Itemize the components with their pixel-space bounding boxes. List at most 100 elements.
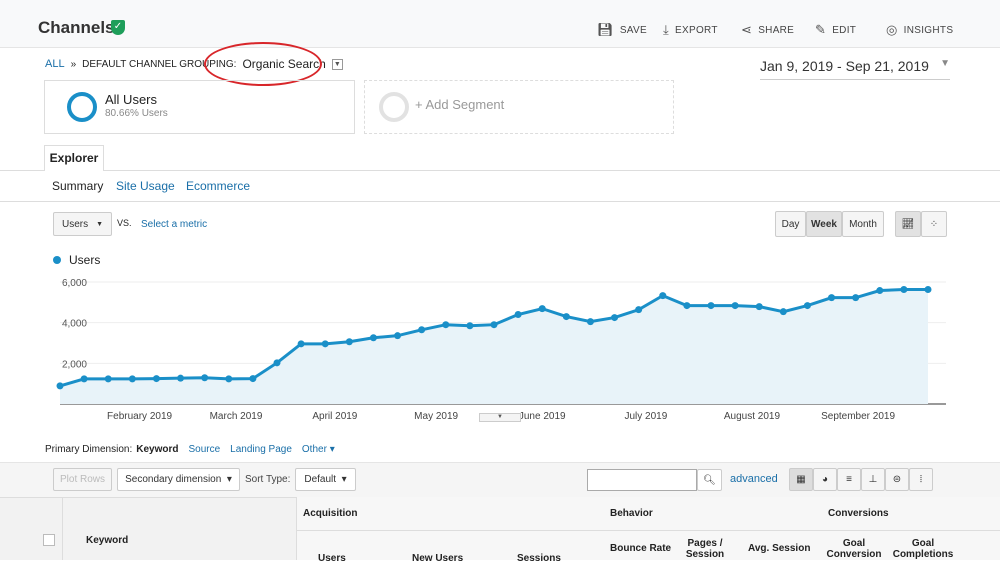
chart-legend: Users: [53, 253, 100, 267]
edit-button[interactable]: ✎ EDIT: [815, 22, 857, 37]
share-button[interactable]: ⋖ SHARE: [741, 22, 795, 37]
col-avg-session[interactable]: Avg. Session: [748, 543, 811, 554]
y-tick-label: 6,000: [62, 278, 87, 289]
x-tick-label: August 2019: [724, 411, 781, 422]
col-goal-conversion[interactable]: Goal Conversion: [826, 538, 882, 560]
col-bounce-rate[interactable]: Bounce Rate: [610, 543, 672, 554]
table-search-input[interactable]: [587, 469, 697, 491]
data-point: [394, 332, 402, 340]
period-day[interactable]: Day: [775, 211, 806, 237]
select-all-checkbox[interactable]: [43, 534, 55, 546]
col-goal-completions[interactable]: Goal Completions: [892, 538, 954, 560]
data-point: [659, 292, 667, 300]
dimension-other[interactable]: Other ▾: [301, 444, 335, 455]
y-tick-label: 4,000: [62, 319, 87, 330]
add-segment-button[interactable]: + Add Segment: [364, 80, 674, 134]
x-tick-label: March 2019: [210, 411, 263, 422]
col-users[interactable]: Users: [318, 553, 346, 564]
term-cloud-icon[interactable]: ⊜: [885, 468, 909, 491]
data-point: [418, 326, 426, 334]
pie-view-icon[interactable]: ◕: [813, 468, 837, 491]
performance-view-icon[interactable]: ≡: [837, 468, 861, 491]
data-point: [538, 305, 546, 313]
empty-segment-icon: [379, 92, 409, 122]
data-point: [80, 375, 88, 383]
period-week[interactable]: Week: [806, 211, 842, 237]
highlight-circle-annotation: [204, 42, 322, 86]
search-icon[interactable]: 🔍︎: [697, 469, 722, 491]
data-point: [104, 375, 112, 383]
table-view-icon[interactable]: ▦: [789, 468, 813, 491]
data-point: [201, 374, 209, 382]
data-point: [611, 314, 619, 322]
data-point: [273, 359, 281, 367]
page-title: Channels: [38, 18, 115, 37]
sort-type-select[interactable]: Default ▾: [295, 468, 356, 491]
data-point: [924, 286, 932, 294]
data-point: [490, 321, 498, 329]
data-point: [369, 334, 377, 342]
series-area: [60, 289, 928, 404]
period-month[interactable]: Month: [842, 211, 884, 237]
legend-dot-icon: [53, 256, 61, 264]
period-toggle: Day Week Month: [775, 211, 884, 237]
export-icon: ⤓: [663, 22, 670, 37]
x-tick-label: February 2019: [107, 411, 172, 422]
x-tick-label: September 2019: [821, 411, 895, 422]
verified-shield-icon: ✓: [111, 20, 125, 35]
col-sessions[interactable]: Sessions: [517, 553, 561, 564]
select-metric-link[interactable]: Select a metric: [141, 219, 208, 230]
data-point: [345, 338, 353, 346]
breadcrumb-all-link[interactable]: ALL: [45, 58, 65, 70]
data-point: [586, 318, 594, 326]
col-new-users[interactable]: New Users: [412, 553, 464, 564]
motion-chart-icon[interactable]: ⁘: [921, 211, 947, 237]
save-icon: 💾︎: [597, 22, 614, 37]
data-point: [321, 340, 329, 348]
data-point: [635, 306, 643, 314]
export-button[interactable]: ⤓ EXPORT: [663, 22, 718, 37]
data-point: [249, 375, 257, 383]
data-point: [779, 308, 787, 316]
metric-select[interactable]: Users ▼: [53, 212, 112, 236]
insights-button[interactable]: ◎ INSIGHTS: [886, 22, 954, 37]
share-icon: ⋖: [741, 22, 753, 37]
advanced-link[interactable]: advanced: [730, 473, 778, 485]
save-button[interactable]: 💾︎ SAVE: [597, 22, 647, 37]
secondary-dimension-select[interactable]: Secondary dimension ▾: [117, 468, 240, 491]
segment-all-users[interactable]: All Users 80.66% Users: [44, 80, 355, 134]
date-range-picker[interactable]: Jan 9, 2019 - Sep 21, 2019 ▼: [760, 58, 950, 80]
col-pages-session[interactable]: Pages / Session: [685, 538, 725, 560]
data-point: [177, 374, 185, 382]
x-tick-label: April 2019: [312, 411, 357, 422]
channel-dropdown[interactable]: ▼: [331, 58, 343, 70]
data-point: [56, 382, 64, 390]
edit-icon: ✎: [815, 22, 827, 37]
primary-dimension: Primary Dimension: Keyword Source Landin…: [45, 444, 335, 455]
data-point: [152, 375, 160, 383]
tab-explorer[interactable]: Explorer: [44, 145, 104, 171]
dimension-landing-page[interactable]: Landing Page: [230, 444, 292, 455]
data-point: [128, 375, 136, 383]
x-tick-label: July 2019: [624, 411, 667, 422]
data-point: [731, 302, 739, 310]
data-point: [466, 322, 474, 330]
data-point: [852, 294, 860, 302]
y-tick-label: 2,000: [62, 359, 87, 370]
data-point: [900, 286, 908, 294]
data-point: [707, 302, 715, 310]
subtab-summary[interactable]: Summary: [52, 179, 104, 193]
comparison-view-icon[interactable]: ⊥: [861, 468, 885, 491]
keyword-column-header[interactable]: Keyword: [86, 535, 129, 546]
dimension-source[interactable]: Source: [188, 444, 221, 455]
pivot-view-icon[interactable]: ⦙: [909, 468, 933, 491]
subtab-ecommerce[interactable]: Ecommerce: [186, 179, 251, 193]
chart-resize-handle[interactable]: ▼: [479, 413, 521, 422]
subtab-site-usage[interactable]: Site Usage: [116, 179, 175, 193]
dimension-keyword[interactable]: Keyword: [136, 444, 179, 455]
data-point: [514, 311, 522, 319]
report-header: [0, 0, 1000, 48]
x-tick-label: May 2019: [414, 411, 458, 422]
line-chart-icon[interactable]: 📈︎: [895, 211, 921, 237]
plot-rows-button[interactable]: Plot Rows: [53, 468, 112, 491]
